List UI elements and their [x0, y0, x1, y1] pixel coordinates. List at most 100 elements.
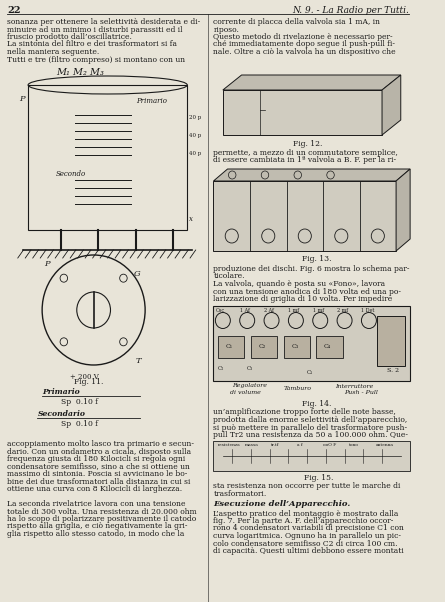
Bar — [218, 335, 244, 358]
Polygon shape — [223, 75, 401, 90]
Text: nella maniera seguente.: nella maniera seguente. — [8, 48, 100, 56]
Text: massa: massa — [244, 444, 258, 447]
Text: Secondario: Secondario — [37, 410, 85, 418]
Text: La sintonia del filtro e dei trasformatori si fa: La sintonia del filtro e dei trasformato… — [8, 40, 178, 49]
Text: C₂: C₂ — [259, 344, 266, 349]
Text: 40 p: 40 p — [189, 151, 202, 156]
Text: G: G — [134, 270, 141, 278]
Text: glia rispetto allo stesso catodo, in modo che la: glia rispetto allo stesso catodo, in mod… — [8, 530, 185, 538]
Text: nale. Oltre a ciò la valvola ha un dispositivo che: nale. Oltre a ciò la valvola ha un dispo… — [214, 48, 396, 56]
Text: totale di 300 volta. Una resistenza di 20.000 ohm: totale di 300 volta. Una resistenza di 2… — [8, 507, 197, 515]
Text: colo condensatore semifisso C2 di circa 100 cm.: colo condensatore semifisso C2 di circa … — [214, 539, 398, 547]
Text: T: T — [136, 357, 142, 365]
Text: Osc: Osc — [215, 308, 224, 312]
Text: si può mettere in parallelo del trasformatore push-: si può mettere in parallelo del trasform… — [214, 423, 408, 432]
Text: C₃: C₃ — [291, 344, 299, 349]
Text: 20 p: 20 p — [189, 115, 202, 120]
Bar — [214, 441, 410, 471]
Text: pull Tr2 una resistenza da 50 a 100.000 ohm. Que-: pull Tr2 una resistenza da 50 a 100.000 … — [214, 431, 409, 439]
Text: C₁: C₁ — [226, 344, 233, 349]
Text: Push - Pull: Push - Pull — [344, 389, 378, 394]
Bar — [223, 90, 382, 135]
Text: ooO F: ooO F — [323, 444, 336, 447]
Text: antenna: antenna — [376, 444, 393, 447]
Text: 1 mf: 1 mf — [288, 308, 299, 312]
Text: fig. 7. Per la parte A. F. dell’apparecchio occor-: fig. 7. Per la parte A. F. dell’apparecc… — [214, 517, 394, 525]
Text: 1 mf: 1 mf — [313, 308, 324, 312]
Text: L’aspetto pratico del montaggio è mostrato dalla: L’aspetto pratico del montaggio è mostra… — [214, 509, 399, 518]
Text: La seconda rivelatrice lavora con una tensione: La seconda rivelatrice lavora con una te… — [8, 500, 186, 508]
Text: Fig. 14.: Fig. 14. — [303, 400, 332, 409]
Text: dario. Con un ondametro a cicala, disposto sulla: dario. Con un ondametro a cicala, dispos… — [8, 447, 192, 456]
Polygon shape — [396, 169, 410, 251]
Text: S. 2: S. 2 — [387, 367, 399, 373]
Bar — [214, 181, 396, 251]
Text: sta resistenza non occorre per tutte le marche di: sta resistenza non occorre per tutte le … — [214, 482, 401, 491]
Text: con una tensione anodica di 180 volta ed una po-: con una tensione anodica di 180 volta ed… — [214, 288, 401, 296]
Text: tr.tf: tr.tf — [271, 444, 279, 447]
Text: C₁: C₁ — [307, 370, 313, 376]
Text: ché immediatamente dopo segue il push-pull fi-: ché immediatamente dopo segue il push-pu… — [214, 40, 396, 49]
Text: bine dei due trasformatori alla distanza in cui si: bine dei due trasformatori alla distanza… — [8, 477, 191, 485]
Text: Sp  0.10 f: Sp 0.10 f — [61, 398, 98, 406]
Text: Questo metodo di rivelazione è necessario per-: Questo metodo di rivelazione è necessari… — [214, 33, 393, 41]
Text: + 200 V: + 200 V — [70, 373, 99, 381]
Polygon shape — [214, 169, 410, 181]
Text: P: P — [44, 260, 50, 268]
Text: Fig. 11.: Fig. 11. — [74, 378, 104, 386]
Text: Fig. 13.: Fig. 13. — [303, 255, 332, 263]
Text: C₄: C₄ — [324, 344, 331, 349]
Text: sonanza per ottenere la selettività desiderata e di-: sonanza per ottenere la selettività desi… — [8, 18, 201, 26]
Text: ottiene una curva con 8 Kilocicli di larghezza.: ottiene una curva con 8 Kilocicli di lar… — [8, 485, 182, 493]
Text: Primario: Primario — [136, 97, 167, 105]
Text: a f: a f — [297, 444, 303, 447]
Text: 1 Af: 1 Af — [240, 308, 250, 312]
Text: Tutti e tre (filtro compreso) si montano con un: Tutti e tre (filtro compreso) si montano… — [8, 55, 186, 63]
Text: massimo di sintonia. Poscia si avvicinano le bo-: massimo di sintonia. Poscia si avvicinan… — [8, 470, 188, 478]
Bar — [214, 305, 410, 380]
Text: ticolare.: ticolare. — [214, 273, 245, 281]
Text: 2 mf: 2 mf — [337, 308, 348, 312]
Text: M₁ M₂ M₃: M₁ M₂ M₃ — [56, 68, 104, 77]
Text: P: P — [19, 95, 24, 103]
Text: 22: 22 — [8, 6, 21, 15]
Text: accoppiamento molto lasco tra primario e secun-: accoppiamento molto lasco tra primario e… — [8, 440, 194, 448]
Text: minuire ad un minimo i disturbi parassiti ed il: minuire ad un minimo i disturbi parassit… — [8, 25, 183, 34]
Text: rono 4 condensatori variabili di precisione C1 con: rono 4 condensatori variabili di precisi… — [214, 524, 405, 533]
Text: condensatore semifìsso, sino a che si ottiene un: condensatore semifìsso, sino a che si ot… — [8, 462, 190, 471]
Bar — [251, 335, 277, 358]
Text: 40 p: 40 p — [189, 133, 202, 138]
Text: prodotta dalla enorme selettività dell’apparecchio,: prodotta dalla enorme selettività dell’a… — [214, 416, 408, 424]
Text: rispetto alla griglia, e ciò negativamente la gri-: rispetto alla griglia, e ciò negativamen… — [8, 523, 188, 530]
Bar — [377, 315, 405, 365]
Text: La valvola, quando è posta su «Fono», lavora: La valvola, quando è posta su «Fono», la… — [214, 280, 386, 288]
Text: produzione dei dischi. Fig. 6 mostra lo schema par-: produzione dei dischi. Fig. 6 mostra lo … — [214, 265, 410, 273]
Text: Sp  0.10 f: Sp 0.10 f — [61, 420, 98, 428]
Polygon shape — [382, 75, 401, 135]
Bar — [316, 335, 343, 358]
Text: Secondo: Secondo — [56, 170, 86, 178]
Text: permette, a mezzo di un commutatore semplice,: permette, a mezzo di un commutatore semp… — [214, 149, 398, 157]
Text: C₂: C₂ — [218, 367, 225, 371]
Text: Interruttore: Interruttore — [335, 383, 373, 388]
Text: curva logaritmica. Ognuno ha in parallelo un pic-: curva logaritmica. Ognuno ha in parallel… — [214, 532, 401, 540]
Text: trasformatori.: trasformatori. — [214, 490, 267, 498]
Text: Primario: Primario — [42, 388, 80, 396]
Text: di capacità. Questi ultimi debbono essere montati: di capacità. Questi ultimi debbono esser… — [214, 547, 404, 555]
Text: resistenza: resistenza — [218, 444, 241, 447]
Text: ha lo scopo di polarizzare positivamente il catodo: ha lo scopo di polarizzare positivamente… — [8, 515, 197, 523]
Text: corrente di placca della valvola sia 1 mA, in: corrente di placca della valvola sia 1 m… — [214, 18, 380, 26]
Text: N. 9. - La Radio per Tutti.: N. 9. - La Radio per Tutti. — [292, 6, 409, 15]
Text: frequenza giusta di 180 Kilocicli si regola ogni: frequenza giusta di 180 Kilocicli si reg… — [8, 455, 186, 463]
Bar — [284, 335, 310, 358]
Text: 1 Det: 1 Det — [361, 308, 375, 312]
Text: di essere cambiata in 1ª valvola a B. F. per la ri-: di essere cambiata in 1ª valvola a B. F.… — [214, 157, 396, 164]
Text: tono: tono — [349, 444, 359, 447]
Text: Fig. 15.: Fig. 15. — [304, 474, 334, 482]
Text: C₃: C₃ — [246, 367, 253, 371]
Text: larizzazione di griglia di 10 volta. Per impedire: larizzazione di griglia di 10 volta. Per… — [214, 295, 393, 303]
Text: riposo.: riposo. — [214, 25, 239, 34]
Text: un’amplificazione troppo forte delle note basse,: un’amplificazione troppo forte delle not… — [214, 409, 396, 417]
Text: Fig. 12.: Fig. 12. — [293, 140, 323, 148]
Text: Regolatore: Regolatore — [232, 383, 267, 388]
